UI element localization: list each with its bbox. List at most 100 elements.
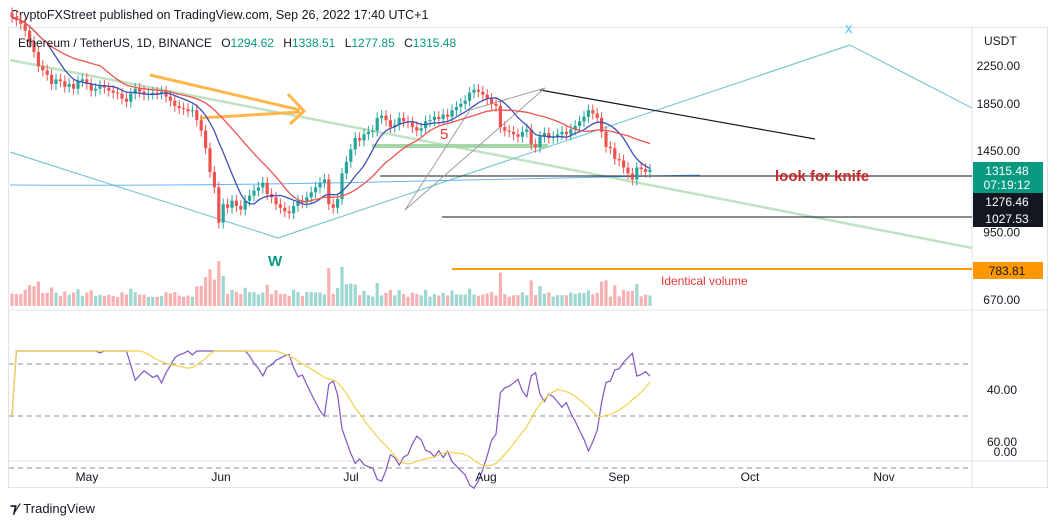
volume-bar [529,280,533,306]
candle-body [582,116,586,122]
volume-bar [208,269,212,306]
volume-bar [146,296,150,306]
volume-bar [639,296,643,306]
volume-bar [102,295,106,306]
candle-body [437,116,441,120]
candle-body [600,117,604,132]
volume-bar [534,295,538,306]
symbol-name[interactable]: Ethereum / TetherUS, 1D, BINANCE [18,36,212,50]
open-value: 1294.62 [230,36,274,50]
volume-bar [613,285,617,306]
candle-body [485,94,489,99]
volume-bar [578,292,582,306]
footer-brand[interactable]: ⁊⁄ TradingView [10,500,95,517]
candle-body [472,89,476,93]
volume-bar [133,292,137,306]
volume-bar [410,292,414,306]
low-label: L [344,36,352,50]
candle-body [283,207,287,212]
candle-body [639,167,643,170]
candle-body [177,105,181,109]
volume-bar [608,296,612,306]
candle-body [388,120,392,128]
volume-bar [23,289,27,306]
price-tick-label: 670.00 [983,293,1020,307]
candle-body [353,137,357,150]
volume-bar [142,294,146,306]
volume-bar [10,293,14,306]
volume-bar [300,296,304,306]
volume-bar [595,292,599,306]
candle-body [494,103,498,106]
volume-bar [296,291,300,306]
volume-bar [41,293,45,306]
candle-body [432,116,436,121]
volume-bar [278,293,282,306]
candle-body [340,173,344,200]
five-annotation: 5 [440,126,448,143]
volume-bar [155,296,159,306]
volume-bar [331,293,335,306]
candle-body [446,114,450,117]
time-axis-label: Nov [873,470,894,484]
orange-arrow-top [149,73,301,112]
candle-body [591,110,595,114]
candle-body [305,197,309,203]
candle-body [239,205,243,210]
candle-body [32,41,36,52]
candle-body [331,204,335,208]
candle-body [468,92,472,101]
volume-bar [138,294,142,306]
candle-body [19,20,23,24]
candle-body [318,182,322,188]
candle-body [67,83,71,87]
volume-bar [32,286,36,306]
volume-bar [239,293,243,306]
volume-bar [512,295,516,306]
candle-body [534,144,538,147]
candle-body [138,88,142,92]
candle-body [569,129,573,135]
volume-bar [648,295,652,306]
volume-bar [168,293,172,306]
volume-bar [380,295,384,306]
level-2-badge: 1027.53 [985,212,1029,226]
time-axis-label: Jun [211,470,230,484]
candle-body [349,149,353,162]
volume-bar [76,289,80,306]
candle-body [560,131,564,135]
time-axis-label: Oct [741,470,760,484]
volume-bar [498,272,502,306]
candle-body [507,130,511,132]
volume-bar [164,292,168,306]
low-value: 1277.85 [351,36,395,50]
chart-frame [8,27,1048,488]
volume-bar [226,293,230,306]
volume-bar [248,292,252,306]
candle-body [490,98,494,104]
volume-bar [520,292,524,306]
candle-body [586,110,590,117]
tradingview-logo-icon: ⁊⁄ [10,500,18,516]
candle-body [459,103,463,107]
candle-body [428,120,432,122]
candle-body [98,85,102,89]
volume-bar [551,296,555,306]
candle-body [529,129,533,145]
candle-body [155,92,159,94]
candle-body [243,200,247,210]
candle-body [419,128,423,131]
candle-body [512,131,516,135]
volume-bar [340,266,344,306]
volume-bar [309,292,313,306]
volume-bar [415,293,419,306]
candle-body [314,187,318,193]
candle-body [564,131,568,135]
volume-bar [85,292,89,306]
w-annotation: W [268,253,283,270]
volume-bar [454,294,458,306]
volume-bar [314,292,318,306]
volume-bar [591,294,595,306]
volume-bar [459,294,463,306]
